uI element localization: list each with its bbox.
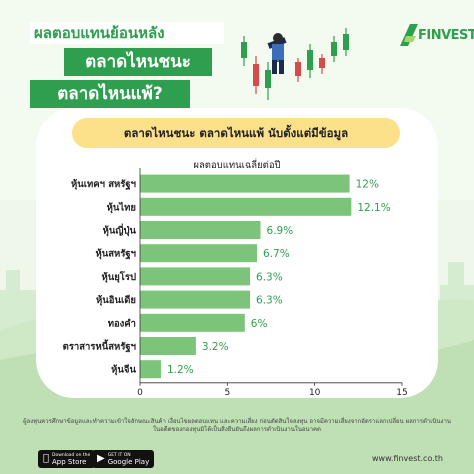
chart-subtitle: ตลาดไหนชนะ ตลาดไหนแพ้ นับตั้งแต่มีข้อมูล bbox=[72, 118, 400, 148]
chart-title: ผลตอบแทนเฉลี่ยต่อปี bbox=[193, 160, 281, 171]
app-store-label: App Store bbox=[46, 458, 86, 466]
category-label-4: หุ้นยุโรป bbox=[101, 271, 136, 283]
bar-4 bbox=[140, 267, 251, 286]
value-label-4: 6.3% bbox=[256, 271, 283, 283]
person-telescope-illustration bbox=[267, 33, 287, 74]
bar-1 bbox=[140, 197, 352, 216]
value-label-3: 6.7% bbox=[263, 248, 290, 260]
value-label-7: 3.2% bbox=[202, 341, 229, 353]
x-tick-label-1: 5 bbox=[224, 388, 230, 398]
bar-5 bbox=[140, 290, 251, 309]
value-label-2: 6.9% bbox=[267, 225, 294, 237]
bar-8 bbox=[140, 360, 161, 379]
header-line1: ผลตอบแทนย้อนหลัง bbox=[30, 22, 224, 44]
header-line3: ตลาดไหนแพ้? bbox=[30, 80, 190, 108]
category-label-0: หุ้นเทคฯ สหรัฐฯ bbox=[71, 178, 136, 190]
value-label-1: 12.1% bbox=[357, 202, 390, 214]
category-label-2: หุ้นญี่ปุ่น bbox=[103, 223, 137, 237]
disclaimer-text: ผู้ลงทุนควรศึกษาข้อมูลและทำความเข้าใจลัก… bbox=[23, 418, 451, 433]
value-label-8: 1.2% bbox=[167, 364, 194, 376]
x-tick-label-2: 10 bbox=[309, 388, 321, 398]
google-play-badge[interactable]: ▶ GET IT ON Google Play bbox=[92, 450, 155, 468]
category-label-1: หุ้นไทย bbox=[107, 201, 136, 213]
category-label-8: หุ้นจีน bbox=[111, 364, 136, 376]
category-label-5: หุ้นอินเดีย bbox=[96, 294, 136, 306]
candlestick-decoration bbox=[241, 28, 349, 100]
apple-icon:  bbox=[43, 454, 49, 464]
x-tick-label-3: 15 bbox=[396, 388, 407, 398]
value-label-6: 6% bbox=[251, 318, 268, 330]
x-tick-label-0: 0 bbox=[137, 388, 143, 398]
value-label-0: 12% bbox=[356, 179, 379, 191]
website-link[interactable]: www.finvest.co.th bbox=[372, 454, 443, 463]
bar-6 bbox=[140, 313, 245, 332]
google-play-small-label: GET IT ON bbox=[107, 453, 131, 458]
finvest-logo-icon bbox=[400, 24, 418, 46]
bar-7 bbox=[140, 337, 196, 355]
category-label-7: ตราสารหนี้สหรัฐฯ bbox=[63, 339, 136, 353]
app-store-small-label: Download on the bbox=[46, 453, 90, 458]
bar-0 bbox=[140, 174, 350, 193]
bar-2 bbox=[140, 221, 261, 239]
header-line2: ตลาดไหนชนะ bbox=[64, 48, 212, 76]
app-store-badge[interactable]:  Download on the App Store bbox=[38, 450, 96, 468]
google-play-label: Google Play bbox=[107, 458, 150, 466]
category-label-3: หุ้นสหรัฐฯ bbox=[96, 248, 137, 260]
value-label-5: 6.3% bbox=[256, 295, 283, 307]
category-label-6: ทองคำ bbox=[108, 318, 136, 329]
play-icon: ▶ bbox=[97, 453, 105, 464]
brand-logo-text: FINVEST bbox=[418, 28, 474, 43]
bar-3 bbox=[140, 244, 258, 263]
